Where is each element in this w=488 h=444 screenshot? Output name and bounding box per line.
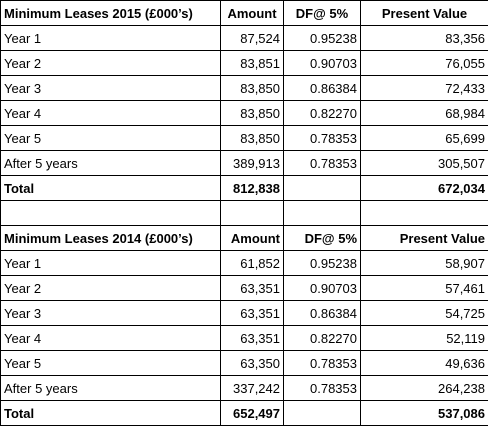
data-row: Year 3 63,351 0.86384 54,725 (0, 300, 488, 326)
total-label: Total (0, 175, 221, 201)
value-cell: 83,850 (220, 100, 284, 126)
total-label: Total (0, 400, 221, 426)
data-row: Year 4 83,850 0.82270 68,984 (0, 100, 488, 126)
row-label: Year 4 (0, 325, 221, 351)
value-cell: 87,524 (220, 25, 284, 51)
value-cell: 54,725 (360, 300, 488, 326)
empty-cell (283, 175, 361, 201)
value-cell: 0.90703 (283, 275, 361, 301)
value-cell: 58,907 (360, 250, 488, 276)
value-cell: 264,238 (360, 375, 488, 401)
value-cell: 63,351 (220, 300, 284, 326)
row-label: Year 1 (0, 25, 221, 51)
value-cell: 0.86384 (283, 75, 361, 101)
value-cell: 0.95238 (283, 25, 361, 51)
row-label: Year 2 (0, 50, 221, 76)
value-cell: 0.82270 (283, 100, 361, 126)
value-cell: 0.78353 (283, 125, 361, 151)
value-cell: 0.78353 (283, 150, 361, 176)
spacer-row (0, 200, 488, 226)
row-label: Year 5 (0, 125, 221, 151)
row-label: After 5 years (0, 150, 221, 176)
header-cell: Minimum Leases 2015 (£000’s) (0, 0, 221, 26)
value-cell: 337,242 (220, 375, 284, 401)
empty-cell (0, 200, 221, 226)
value-cell: 83,850 (220, 75, 284, 101)
row-label: Year 3 (0, 75, 221, 101)
empty-cell (283, 200, 361, 226)
value-cell: 49,636 (360, 350, 488, 376)
header-cell: Amount (220, 225, 284, 251)
total-present-value: 672,034 (360, 175, 488, 201)
value-cell: 68,984 (360, 100, 488, 126)
value-cell: 0.95238 (283, 250, 361, 276)
data-row: Year 4 63,351 0.82270 52,119 (0, 325, 488, 351)
total-row: Total 652,497 537,086 (0, 400, 488, 426)
row-label: Year 3 (0, 300, 221, 326)
data-row: Year 2 63,351 0.90703 57,461 (0, 275, 488, 301)
lease-table: Minimum Leases 2015 (£000’s) Amount DF@ 5%… (0, 0, 488, 426)
data-row: Year 1 61,852 0.95238 58,907 (0, 250, 488, 276)
value-cell: 61,852 (220, 250, 284, 276)
data-row: Year 5 83,850 0.78353 65,699 (0, 125, 488, 151)
header-cell: Present Value (360, 225, 488, 251)
total-row: Total 812,838 672,034 (0, 175, 488, 201)
value-cell: 0.90703 (283, 50, 361, 76)
empty-cell (283, 400, 361, 426)
value-cell: 76,055 (360, 50, 488, 76)
data-row: Year 3 83,850 0.86384 72,433 (0, 75, 488, 101)
header-cell: DF@ 5% (283, 225, 361, 251)
header-row: Minimum Leases 2015 (£000’s) Amount DF@ 5%… (0, 0, 488, 26)
empty-cell (220, 200, 284, 226)
row-label: Year 2 (0, 275, 221, 301)
header-cell: Amount (220, 0, 284, 26)
value-cell: 0.78353 (283, 375, 361, 401)
row-label: After 5 years (0, 375, 221, 401)
value-cell: 389,913 (220, 150, 284, 176)
header-row: Minimum Leases 2014 (£000’s) Amount DF@ 5%… (0, 225, 488, 251)
data-row: After 5 years 337,242 0.78353 264,238 (0, 375, 488, 401)
row-label: Year 1 (0, 250, 221, 276)
row-label: Year 5 (0, 350, 221, 376)
value-cell: 63,351 (220, 325, 284, 351)
value-cell: 57,461 (360, 275, 488, 301)
total-present-value: 537,086 (360, 400, 488, 426)
value-cell: 0.82270 (283, 325, 361, 351)
header-cell: DF@ 5% (283, 0, 361, 26)
value-cell: 0.86384 (283, 300, 361, 326)
value-cell: 83,356 (360, 25, 488, 51)
empty-cell (360, 200, 488, 226)
total-amount: 652,497 (220, 400, 284, 426)
value-cell: 52,119 (360, 325, 488, 351)
header-cell: Minimum Leases 2014 (£000’s) (0, 225, 221, 251)
value-cell: 83,851 (220, 50, 284, 76)
row-label: Year 4 (0, 100, 221, 126)
value-cell: 72,433 (360, 75, 488, 101)
data-row: Year 5 63,350 0.78353 49,636 (0, 350, 488, 376)
value-cell: 63,351 (220, 275, 284, 301)
data-row: Year 1 87,524 0.95238 83,356 (0, 25, 488, 51)
value-cell: 305,507 (360, 150, 488, 176)
value-cell: 83,850 (220, 125, 284, 151)
value-cell: 0.78353 (283, 350, 361, 376)
header-cell: Present Value (360, 0, 488, 26)
data-row: Year 2 83,851 0.90703 76,055 (0, 50, 488, 76)
total-amount: 812,838 (220, 175, 284, 201)
value-cell: 63,350 (220, 350, 284, 376)
value-cell: 65,699 (360, 125, 488, 151)
data-row: After 5 years 389,913 0.78353 305,507 (0, 150, 488, 176)
